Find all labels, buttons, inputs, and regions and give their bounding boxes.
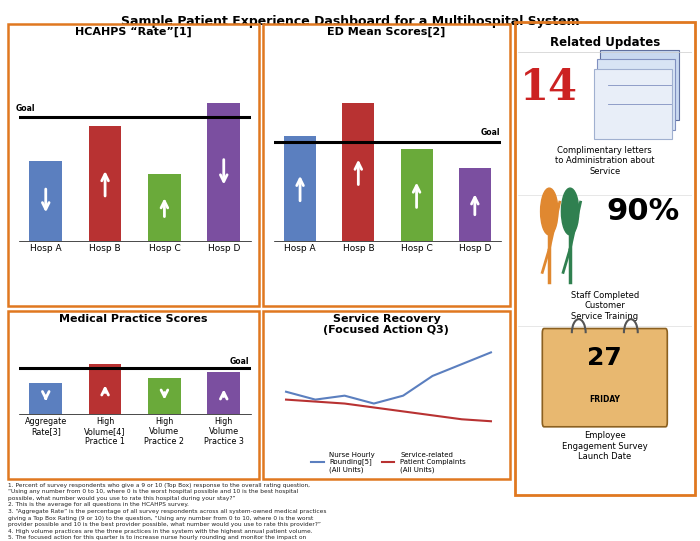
Bar (458, 168, 491, 241)
Bar (148, 378, 181, 414)
Text: Employee
Engagement Survey
Launch Date: Employee Engagement Survey Launch Date (562, 432, 648, 461)
Bar (29, 161, 62, 241)
Text: 27: 27 (587, 346, 622, 370)
Text: FRIDAY: FRIDAY (589, 395, 620, 404)
Text: Medical Practice Scores: Medical Practice Scores (60, 314, 208, 324)
Bar (342, 103, 375, 241)
Text: ED Mean Scores[2]: ED Mean Scores[2] (327, 27, 446, 37)
Bar (89, 364, 121, 414)
Text: Complimentary letters
to Administration about
Service: Complimentary letters to Administration … (555, 146, 654, 176)
Text: Goal: Goal (230, 358, 249, 366)
Bar (284, 136, 316, 241)
Circle shape (540, 188, 558, 235)
Text: Goal: Goal (16, 104, 36, 113)
Legend: Nurse Hourly
Rounding[5]
(All Units), Service-related
Patient Complaints
(All Un: Nurse Hourly Rounding[5] (All Units), Se… (309, 449, 468, 476)
Text: Goal: Goal (481, 128, 500, 137)
FancyBboxPatch shape (601, 50, 678, 120)
Text: Service Recovery
(Focused Action Q3): Service Recovery (Focused Action Q3) (323, 314, 449, 335)
FancyBboxPatch shape (594, 69, 671, 139)
Circle shape (561, 188, 579, 235)
FancyBboxPatch shape (597, 60, 675, 130)
Text: HCAHPS “Rate”[1]: HCAHPS “Rate”[1] (76, 27, 192, 37)
Text: Related Updates: Related Updates (550, 36, 660, 49)
Bar (207, 372, 240, 414)
Text: Sample Patient Experience Dashboard for a Multihospital System: Sample Patient Experience Dashboard for … (120, 15, 580, 28)
Text: 1. Percent of survey respondents who give a 9 or 10 (Top Box) response to the ov: 1. Percent of survey respondents who giv… (8, 483, 327, 541)
Bar (400, 149, 433, 241)
FancyBboxPatch shape (542, 328, 667, 427)
Text: 90%: 90% (606, 197, 680, 226)
Bar (29, 383, 62, 414)
Text: 14: 14 (520, 67, 578, 109)
Text: Staff Completed
Customer
Service Training: Staff Completed Customer Service Trainin… (570, 291, 639, 321)
Bar (148, 174, 181, 241)
Bar (89, 126, 121, 241)
Bar (207, 103, 240, 241)
